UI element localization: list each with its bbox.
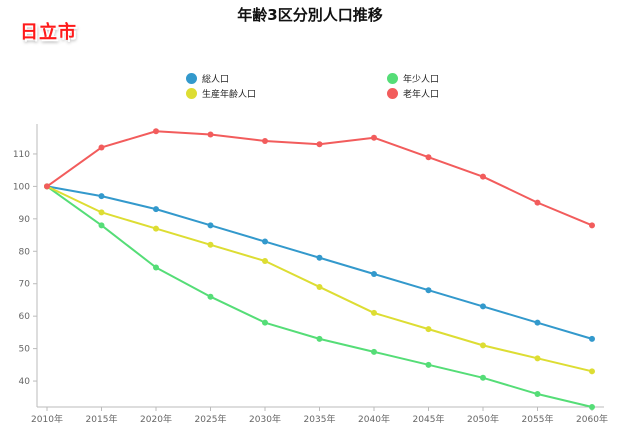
legend-marker-icon <box>387 73 398 84</box>
data-point <box>371 348 377 355</box>
data-point <box>425 361 432 368</box>
data-point <box>371 309 377 316</box>
legend-item-total[interactable]: 総人口 <box>186 72 229 85</box>
data-point <box>316 141 323 148</box>
legend-item-elderly[interactable]: 老年人口 <box>387 87 439 100</box>
legend-label: 生産年齢人口 <box>202 90 257 100</box>
x-tick-label: 2015年 <box>86 413 118 425</box>
data-point <box>207 241 214 248</box>
data-point <box>262 137 268 144</box>
data-point <box>480 173 486 180</box>
chart-title: 年齢3区分別人口推移 <box>237 6 383 24</box>
y-tick-label: 100 <box>13 182 30 192</box>
data-point <box>262 238 268 245</box>
legend-marker-icon <box>387 88 398 99</box>
legend-label: 老年人口 <box>403 90 440 100</box>
data-point <box>153 206 159 213</box>
x-tick-label: 2045年 <box>413 413 445 425</box>
legend-label: 総人口 <box>202 75 230 85</box>
data-point <box>534 199 541 206</box>
data-point <box>153 225 159 232</box>
x-tick-label: 2040年 <box>358 413 390 425</box>
y-tick-label: 40 <box>19 377 31 387</box>
legend-item-working-age[interactable]: 生産年齢人口 <box>186 87 256 100</box>
data-point <box>98 222 105 229</box>
data-point <box>316 335 323 342</box>
data-point <box>371 270 377 277</box>
x-tick-label: 2050年 <box>467 413 499 425</box>
data-point <box>534 391 541 398</box>
series-line <box>46 185 593 373</box>
data-point <box>98 209 105 216</box>
data-point <box>534 319 541 326</box>
y-tick-label: 60 <box>19 312 31 322</box>
data-point <box>589 368 595 375</box>
x-tick-label: 2060年 <box>576 413 608 425</box>
x-tick-label: 2035年 <box>304 413 336 425</box>
data-point <box>262 319 268 326</box>
data-point <box>207 131 214 138</box>
y-tick-label: 110 <box>13 150 30 160</box>
data-point <box>371 134 377 141</box>
y-tick-label: 80 <box>19 247 31 257</box>
data-point <box>98 193 105 200</box>
data-point <box>98 144 105 151</box>
series-line <box>46 185 593 340</box>
data-point <box>207 222 214 229</box>
data-point <box>480 374 486 381</box>
x-tick-label: 2030年 <box>249 413 281 425</box>
x-tick-label: 2025年 <box>195 413 227 425</box>
data-point <box>589 222 595 229</box>
data-point <box>153 264 159 271</box>
data-point <box>480 303 486 310</box>
data-point <box>262 258 268 265</box>
data-point <box>425 154 432 161</box>
x-tick-label: 2020年 <box>140 413 172 425</box>
data-point <box>534 355 541 362</box>
data-point <box>316 254 323 261</box>
data-point <box>44 183 50 190</box>
legend-marker-icon <box>186 73 197 84</box>
legend-label: 年少人口 <box>403 75 440 85</box>
data-point <box>153 128 159 135</box>
data-point <box>425 287 432 294</box>
legend-marker-icon <box>186 88 197 99</box>
data-point <box>207 293 214 300</box>
y-tick-label: 50 <box>19 345 31 355</box>
y-tick-label: 70 <box>19 280 31 290</box>
data-point <box>425 326 432 333</box>
city-name: 日立市 <box>20 22 77 43</box>
x-tick-label: 2055年 <box>522 413 554 425</box>
data-point <box>480 342 486 349</box>
data-point <box>589 404 595 410</box>
y-tick-label: 90 <box>19 215 31 225</box>
data-point <box>316 283 323 290</box>
data-point <box>589 335 595 342</box>
legend-item-youth[interactable]: 年少人口 <box>387 72 439 85</box>
x-tick-label: 2010年 <box>31 413 63 425</box>
